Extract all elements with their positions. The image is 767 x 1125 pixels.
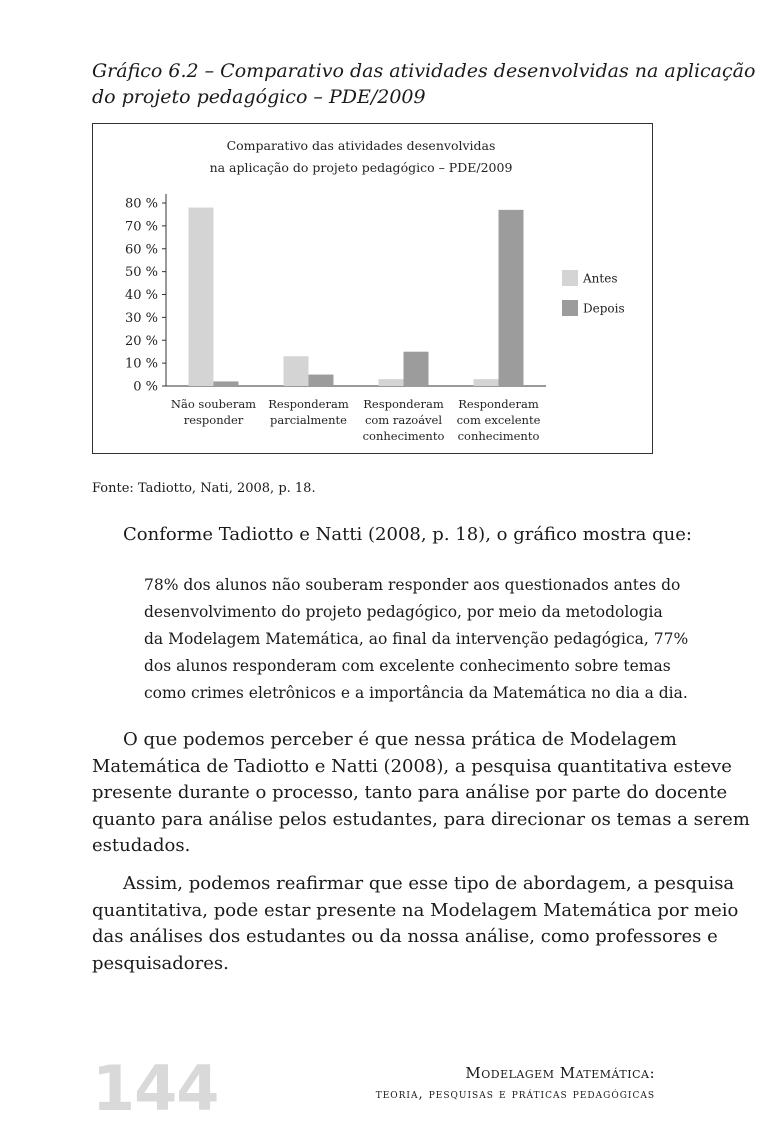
x-tick-label: Responderam [363, 397, 444, 411]
paragraph-line: Matemática de Tadiotto e Natti (2008), a… [92, 755, 732, 777]
quote-line: desenvolvimento do projeto pedagógico, p… [144, 603, 663, 621]
bar-antes [188, 207, 214, 386]
bar-depois [498, 209, 524, 386]
figure-source: Fonte: Tadiotto, Nati, 2008, p. 18. [92, 481, 316, 496]
chart-title: na aplicação do projeto pedagógico – PDE… [210, 160, 513, 175]
body-paragraph-2: Assim, podemos reafirmar que esse tipo d… [92, 871, 739, 977]
x-tick-label: com razoável [365, 413, 442, 427]
x-tick-label: parcialmente [270, 413, 347, 427]
quote-line: como crimes eletrônicos e a importância … [144, 684, 688, 702]
bar-antes [283, 356, 309, 386]
y-tick-label: 50 % [125, 265, 158, 280]
paragraph-line: presente durante o processo, tanto para … [92, 782, 728, 803]
x-tick-label: Responderam [458, 397, 539, 411]
caption-line-2: do projeto pedagógico – PDE/2009 [92, 86, 426, 108]
y-tick-label: 70 % [125, 219, 158, 234]
legend-label: Antes [582, 272, 617, 286]
running-head-title: Modelagem Matemática: [465, 1064, 655, 1082]
quote-line: 78% dos alunos não souberam responder ao… [144, 576, 681, 594]
running-head: Modelagem Matemática: teoria, pesquisas … [376, 1062, 655, 1106]
legend-swatch [562, 300, 578, 316]
paragraph-line: estudados. [92, 835, 191, 856]
paragraph-line: O que podemos perceber é que nessa práti… [123, 729, 677, 750]
y-tick-label: 60 % [125, 242, 158, 257]
legend-label: Depois [583, 302, 625, 316]
x-tick-label: com excelente [457, 413, 541, 427]
body-paragraph-1: O que podemos perceber é que nessa práti… [92, 727, 750, 860]
y-tick-label: 10 % [125, 357, 158, 372]
bar-depois [308, 374, 334, 386]
running-head-subtitle: teoria, pesquisas e práticas pedagógicas [375, 1087, 655, 1102]
chart-frame: Comparativo das atividades desenvolvidas… [92, 123, 653, 454]
y-tick-label: 30 % [125, 311, 158, 326]
bar-chart: Comparativo das atividades desenvolvidas… [125, 138, 625, 443]
legend-swatch [562, 270, 578, 286]
intro-sentence: Conforme Tadiotto e Natti (2008, p. 18),… [123, 524, 692, 545]
page-number: 144 [92, 1052, 219, 1125]
chart-title: Comparativo das atividades desenvolvidas [227, 138, 496, 153]
bar-depois [403, 351, 429, 386]
block-quote: 78% dos alunos não souberam responder ao… [144, 572, 689, 707]
paragraph-line: pesquisadores. [92, 952, 229, 974]
x-tick-label: responder [184, 413, 244, 427]
bar-antes [473, 379, 499, 386]
y-tick-label: 0 % [133, 380, 158, 395]
x-tick-label: Responderam [268, 397, 349, 411]
figure-caption: Gráfico 6.2 – Comparativo das atividades… [92, 58, 756, 110]
x-tick-label: Não souberam [171, 397, 256, 411]
x-tick-label: conhecimento [363, 429, 445, 443]
bar-antes [378, 379, 404, 386]
bar-depois [213, 381, 239, 386]
paragraph-line: Assim, podemos reafirmar que esse tipo d… [123, 873, 735, 894]
paragraph-line: das análises dos estudantes ou da nossa … [92, 926, 718, 947]
quote-line: dos alunos responderam com excelente con… [144, 657, 671, 675]
quote-line: da Modelagem Matemática, ao final da int… [144, 630, 689, 648]
y-tick-label: 20 % [125, 334, 158, 349]
paragraph-line: quantitativa, pode estar presente na Mod… [92, 899, 739, 921]
paragraph-line: quanto para análise pelos estudantes, pa… [92, 808, 750, 830]
y-tick-label: 40 % [125, 288, 158, 303]
caption-line-1: Gráfico 6.2 – Comparativo das atividades… [92, 60, 756, 82]
y-tick-label: 80 % [125, 197, 158, 212]
x-tick-label: conhecimento [458, 429, 540, 443]
